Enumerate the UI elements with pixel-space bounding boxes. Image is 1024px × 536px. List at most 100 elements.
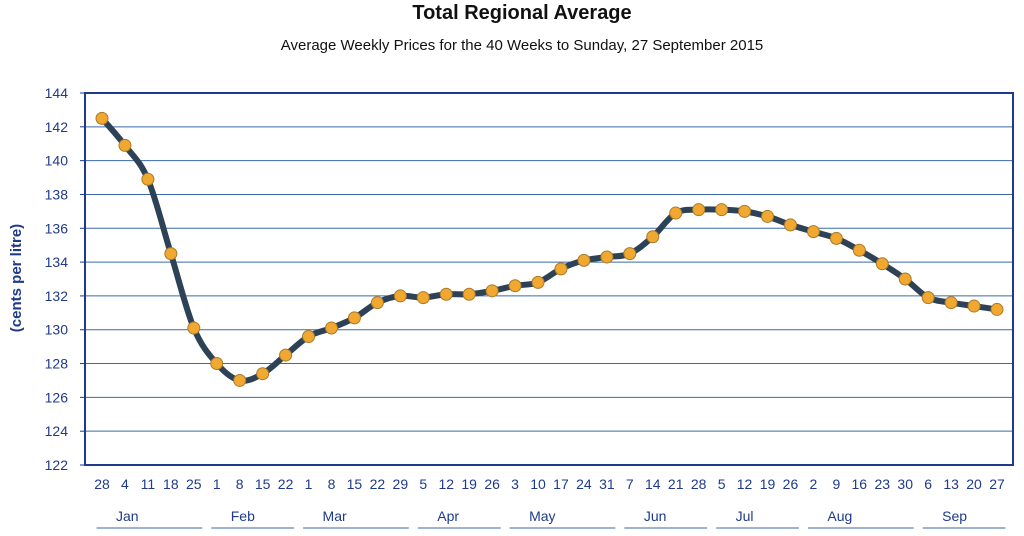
y-tick-label: 124 [45,423,69,439]
x-tick-label: 8 [328,476,336,492]
x-tick-label: 9 [832,476,840,492]
data-point [715,203,729,217]
month-label: Jul [736,508,754,524]
data-point [210,357,224,371]
y-tick-label: 144 [45,85,69,101]
x-tick-label: 2 [810,476,818,492]
x-tick-label: 16 [852,476,868,492]
data-point [164,247,178,261]
y-tick-label: 122 [45,457,69,473]
data-point [531,275,545,289]
chart-title: Total Regional Average [412,2,632,24]
data-point [738,204,752,218]
x-tick-label: 22 [278,476,294,492]
data-point [623,247,637,261]
x-tick-label: 12 [438,476,454,492]
y-tick-label: 126 [45,389,69,405]
data-point [256,367,270,381]
x-tick-label: 24 [576,476,592,492]
y-tick-label: 132 [45,288,69,304]
data-point [761,209,775,223]
x-tick-label: 21 [668,476,684,492]
month-label: Apr [437,508,459,524]
month-label: Jun [644,508,667,524]
x-tick-label: 19 [760,476,776,492]
y-tick-label: 136 [45,220,69,236]
x-tick-label: 1 [305,476,313,492]
y-axis-label: (cents per litre) [8,224,25,332]
x-tick-label: 1 [213,476,221,492]
data-point [852,243,866,257]
x-tick-label: 22 [370,476,386,492]
y-axis-ticks: 122 124 126 128 130 132 134 136 138 140 142 144 [45,85,85,473]
x-tick-label: 29 [393,476,409,492]
data-point [279,348,293,362]
y-tick-label: 142 [45,119,69,135]
x-tick-label: 26 [783,476,799,492]
x-tick-label: 8 [236,476,244,492]
month-labels: Jan Feb Mar Apr May Jun Jul Aug Sep [96,508,1006,529]
x-tick-label: 10 [530,476,546,492]
x-tick-label: 26 [484,476,500,492]
series-line [99,116,998,384]
x-tick-label: 5 [718,476,726,492]
x-axis-ticks: 28 4 11 18 25 1 8 15 22 1 8 15 22 29 5 12 19 26 3 10 17 24 31 7… [94,476,1005,492]
x-tick-label: 27 [989,476,1005,492]
data-point [806,225,820,239]
plot-frame [84,92,1014,466]
y-tick-label: 140 [45,153,69,169]
data-point [416,291,430,305]
month-label: Mar [323,508,347,524]
x-tick-label: 25 [186,476,202,492]
data-point [118,138,132,152]
data-point [646,230,660,244]
chart-subtitle: Average Weekly Prices for the 40 Weeks t… [280,37,764,54]
data-point [692,203,706,217]
x-tick-label: 7 [626,476,634,492]
y-tick-label: 134 [45,254,69,270]
data-point [439,287,453,301]
x-tick-label: 18 [163,476,179,492]
data-point [554,262,568,276]
data-point [875,257,889,271]
month-label: Sep [942,508,967,524]
x-tick-label: 17 [553,476,569,492]
data-point [783,218,797,232]
data-point [95,111,109,125]
x-tick-label: 28 [691,476,707,492]
x-tick-label: 31 [599,476,615,492]
data-point [347,311,361,325]
x-tick-label: 20 [966,476,982,492]
y-tick-label: 138 [45,186,69,202]
x-tick-label: 5 [419,476,427,492]
data-point [921,291,935,305]
data-point [233,373,247,387]
x-tick-label: 14 [645,476,661,492]
x-tick-label: 13 [943,476,959,492]
month-label: May [529,508,555,524]
y-tick-label: 130 [45,322,69,338]
x-tick-label: 4 [121,476,129,492]
x-tick-label: 3 [511,476,519,492]
data-point [967,299,981,313]
data-point [600,250,614,264]
x-tick-label: 28 [94,476,110,492]
x-tick-label: 23 [874,476,890,492]
data-point [141,172,155,186]
data-point [393,289,407,303]
data-point [370,296,384,310]
month-label: Jan [116,508,139,524]
data-point [324,321,338,335]
x-tick-label: 19 [461,476,477,492]
data-point [577,253,591,267]
data-point [898,272,912,286]
x-tick-label: 30 [897,476,913,492]
x-tick-label: 6 [924,476,932,492]
data-point [485,284,499,298]
y-tick-label: 128 [45,356,69,372]
x-tick-label: 12 [737,476,753,492]
x-tick-label: 15 [347,476,363,492]
data-point [187,321,201,335]
data-point [944,296,958,310]
data-point [829,231,843,245]
